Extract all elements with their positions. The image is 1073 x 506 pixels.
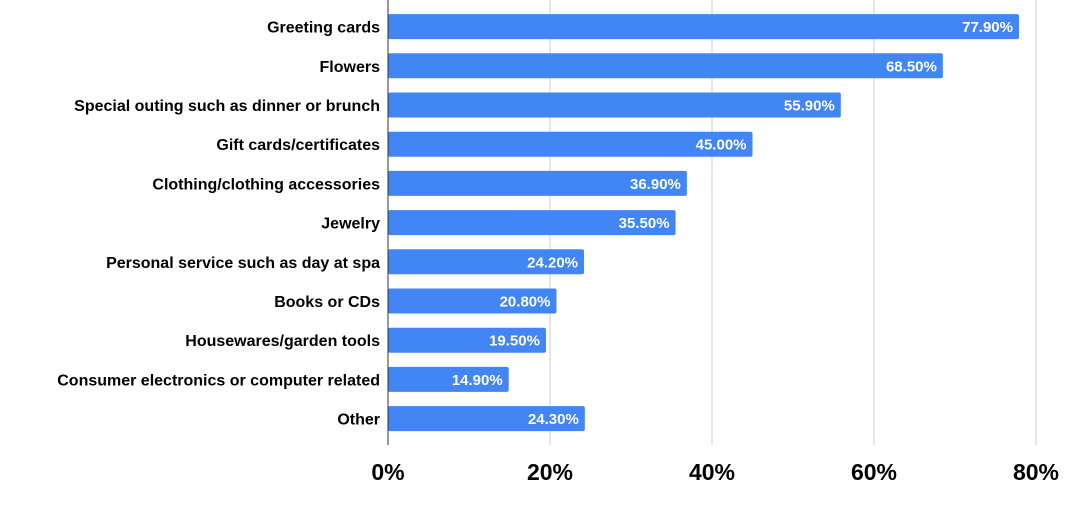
x-tick-label: 80%	[1013, 459, 1059, 485]
category-label: Personal service such as day at spa	[106, 255, 380, 272]
category-label: Greeting cards	[267, 20, 380, 37]
category-label: Gift cards/certificates	[216, 137, 380, 154]
bar-value-label: 35.50%	[619, 215, 670, 232]
category-labels: Greeting cards Flowers Special outing such…	[57, 20, 380, 429]
bar-value-label: 36.90%	[630, 176, 681, 193]
x-tick-label: 40%	[689, 459, 735, 485]
bar-value-label: 20.80%	[500, 294, 551, 311]
bar-value-label: 19.50%	[489, 333, 540, 350]
bar	[388, 170, 687, 196]
bar	[388, 131, 753, 157]
category-label: Housewares/garden tools	[185, 333, 380, 350]
x-axis-tick-labels: 0% 20% 40% 60% 80%	[371, 459, 1059, 485]
category-label: Jewelry	[321, 216, 380, 233]
category-label: Consumer electronics or computer related	[57, 372, 380, 389]
bar-value-label: 24.30%	[528, 411, 579, 428]
bar-value-label: 45.00%	[696, 137, 747, 154]
bar-value-label: 77.90%	[962, 19, 1013, 36]
bar-value-label: 24.20%	[527, 254, 578, 271]
x-tick-label: 60%	[851, 459, 897, 485]
bar	[388, 327, 546, 353]
bar	[388, 249, 585, 275]
bars	[388, 14, 1019, 432]
category-label: Other	[337, 412, 380, 429]
bar	[388, 366, 509, 392]
bar-value-label: 14.90%	[452, 372, 503, 389]
value-labels: 77.90% 68.50% 55.90% 45.00% 36.90% 35.50% 24.2…	[452, 19, 1013, 428]
category-label: Books or CDs	[274, 294, 380, 311]
category-label: Clothing/clothing accessories	[152, 176, 380, 193]
bar-value-label: 68.50%	[886, 58, 937, 75]
bar	[388, 14, 1019, 40]
bar	[388, 288, 557, 314]
category-label: Special outing such as dinner or brunch	[74, 98, 380, 115]
bar-value-label: 55.90%	[784, 98, 835, 115]
x-tick-label: 0%	[371, 459, 404, 485]
bar	[388, 92, 841, 118]
bar	[388, 53, 943, 79]
bar	[388, 210, 676, 236]
category-label: Flowers	[320, 59, 381, 76]
x-tick-label: 20%	[527, 459, 573, 485]
bar	[388, 406, 585, 432]
